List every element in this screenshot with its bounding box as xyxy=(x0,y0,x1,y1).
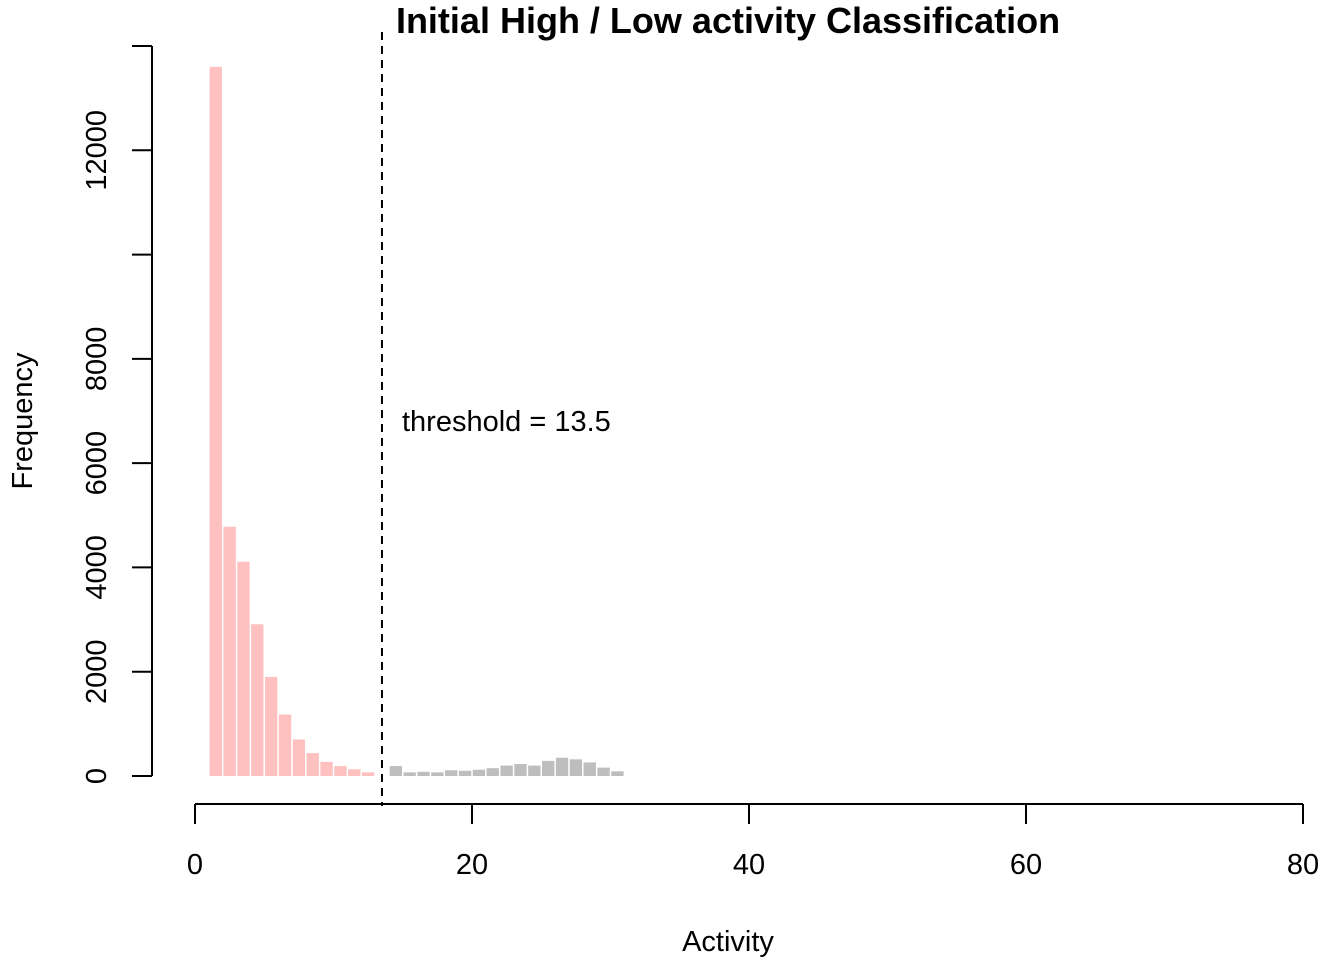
x-tick-label-80: 80 xyxy=(1287,849,1319,881)
y-tick-label-0: 0 xyxy=(81,768,113,784)
bar-s0-bin-5 xyxy=(265,676,278,776)
bar-s0-bin-11 xyxy=(348,769,361,776)
bar-s0-bin-6 xyxy=(278,714,292,776)
bar-s1-bin-22 xyxy=(500,765,513,776)
bar-s1-bin-27 xyxy=(569,759,583,776)
bar-s0-bin-4 xyxy=(251,624,264,776)
x-axis: 0 20 40 60 80 xyxy=(187,803,1319,881)
bar-s1-bin-25 xyxy=(542,760,555,776)
bar-s1-bin-20 xyxy=(472,769,486,776)
bar-s1-bin-28 xyxy=(583,762,596,776)
y-tick-label-12000: 12000 xyxy=(81,110,113,191)
bar-s1-bin-19 xyxy=(458,770,472,776)
x-tick-label-0: 0 xyxy=(187,849,203,881)
y-tick-label-8000: 8000 xyxy=(81,327,113,392)
bar-s1-bin-21 xyxy=(486,768,499,776)
threshold-label: threshold = 13.5 xyxy=(402,406,611,438)
x-axis-label: Activity xyxy=(682,926,774,958)
bar-s1-bin-29 xyxy=(597,767,610,776)
bar-s0-bin-8 xyxy=(306,753,319,776)
bar-s0-bin-10 xyxy=(334,766,347,776)
bar-s1-bin-24 xyxy=(528,765,541,776)
bar-s0-bin-3 xyxy=(237,561,250,776)
y-tick-label-2000: 2000 xyxy=(81,639,113,704)
y-axis-label: Frequency xyxy=(7,352,39,490)
bar-s0-bin-9 xyxy=(320,761,333,776)
bar-s1-bin-15 xyxy=(403,772,416,776)
bar-s1-bin-30 xyxy=(611,771,624,776)
bar-s0-bin-7 xyxy=(292,739,306,776)
bar-s0-bin-12 xyxy=(361,772,375,776)
bar-s1-bin-18 xyxy=(445,770,458,776)
x-tick-label-20: 20 xyxy=(456,849,488,881)
y-tick-label-6000: 6000 xyxy=(81,431,113,496)
bar-s0-bin-1 xyxy=(209,66,222,777)
bar-s1-bin-16 xyxy=(417,771,430,776)
bar-s1-bin-14 xyxy=(389,766,402,776)
bar-s0-bin-2 xyxy=(223,526,236,776)
bar-s1-bin-17 xyxy=(431,772,444,776)
y-axis: 0 2000 4000 6000 8000 12000 xyxy=(81,45,153,784)
x-tick-label-60: 60 xyxy=(1010,849,1042,881)
bar-s1-bin-26 xyxy=(555,757,569,776)
bar-s1-bin-23 xyxy=(514,764,527,776)
y-tick-label-4000: 4000 xyxy=(81,535,113,600)
x-tick-label-40: 40 xyxy=(733,849,765,881)
chart-title: Initial High / Low activity Classificati… xyxy=(396,0,1060,41)
bars xyxy=(209,66,624,777)
